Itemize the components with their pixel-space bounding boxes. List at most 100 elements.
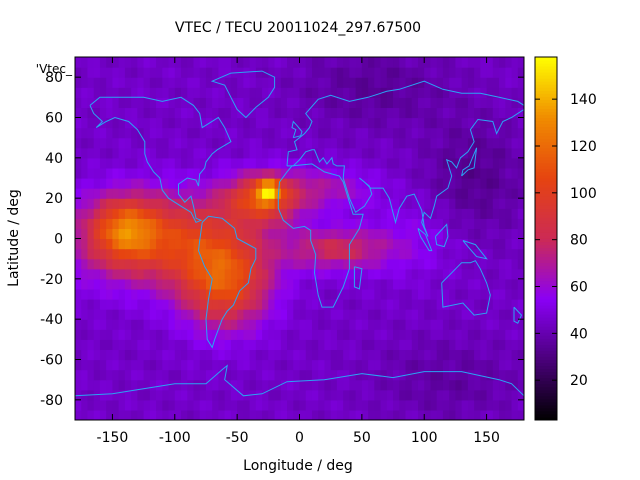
heatmap-cell [424, 319, 432, 330]
heatmap-cell [280, 147, 288, 159]
heatmap-cell [174, 359, 182, 371]
heatmap-cell [293, 379, 301, 391]
heatmap-cell [374, 319, 382, 330]
heatmap-cell [106, 278, 114, 290]
heatmap-cell [349, 87, 357, 98]
heatmap-cell [274, 157, 282, 169]
heatmap-cell [156, 288, 163, 300]
heatmap-cell [87, 97, 95, 109]
heatmap-cell [480, 389, 488, 401]
heatmap-cell [237, 319, 244, 330]
heatmap-cell [311, 278, 319, 290]
heatmap-cell [212, 319, 220, 330]
heatmap-cell [393, 349, 400, 361]
heatmap-cell [218, 238, 226, 250]
heatmap-cell [249, 67, 257, 78]
heatmap-cell [361, 238, 369, 250]
heatmap-cell [311, 218, 319, 230]
heatmap-cell [386, 218, 394, 230]
heatmap-cell [243, 339, 251, 351]
heatmap-cell [393, 198, 400, 209]
heatmap-cell [99, 248, 107, 260]
heatmap-cell [374, 339, 382, 351]
heatmap-cell [106, 127, 114, 139]
heatmap-cell [218, 309, 226, 320]
heatmap-cell [118, 319, 126, 330]
heatmap-cell [181, 97, 188, 109]
heatmap-cell [93, 147, 101, 159]
heatmap-cell [162, 77, 170, 88]
heatmap-cell [218, 137, 226, 149]
colorbar-segment [535, 256, 557, 261]
heatmap-cell [318, 97, 326, 109]
heatmap-cell [474, 228, 481, 240]
heatmap-cell [199, 228, 207, 240]
coastline-borneo [434, 223, 449, 248]
heatmap-cell [187, 299, 195, 310]
heatmap-cell [162, 127, 170, 139]
heatmap-cell [249, 329, 257, 340]
heatmap-cell [249, 167, 257, 179]
heatmap-cell [187, 379, 195, 391]
heatmap-cell [249, 268, 257, 280]
heatmap-cell [424, 299, 432, 310]
heatmap-cell [486, 329, 494, 340]
heatmap-cell [230, 157, 238, 169]
heatmap-cell [118, 389, 126, 401]
heatmap-cell [99, 147, 107, 159]
heatmap-cell [499, 87, 506, 98]
heatmap-cell [99, 107, 107, 119]
heatmap-cell [149, 409, 157, 420]
heatmap-cell [511, 288, 519, 300]
heatmap-cell [162, 228, 170, 240]
heatmap-cell [174, 117, 182, 129]
heatmap-cell [237, 278, 244, 290]
heatmap-cell [174, 147, 182, 159]
heatmap-cell [143, 218, 151, 230]
heatmap-cell [87, 288, 95, 300]
heatmap-cell [255, 288, 263, 300]
heatmap-cell [124, 178, 132, 189]
heatmap-cell [417, 107, 425, 119]
heatmap-cell [87, 157, 95, 169]
heatmap-cell [118, 157, 126, 169]
heatmap-cell [393, 137, 400, 149]
heatmap-cell [112, 107, 120, 119]
heatmap-cell [124, 188, 132, 199]
heatmap-cell [368, 167, 375, 179]
heatmap-cell [237, 157, 244, 169]
heatmap-cell [168, 349, 176, 361]
heatmap-cell [299, 157, 307, 169]
heatmap-cell [143, 379, 151, 391]
heatmap-cell [156, 167, 163, 179]
colorbar-segment [535, 147, 557, 152]
colorbar-segment [535, 87, 557, 91]
heatmap-cell [81, 248, 89, 260]
heatmap-cell [374, 238, 382, 250]
heatmap-cell [449, 309, 457, 320]
heatmap-cell [417, 97, 425, 109]
heatmap-cell [199, 369, 207, 381]
heatmap-cell [411, 389, 419, 401]
heatmap-cell [81, 278, 89, 290]
heatmap-cell [280, 389, 288, 401]
heatmap-cell [343, 228, 350, 240]
heatmap-cell [361, 278, 369, 290]
heatmap-cell [436, 238, 444, 250]
heatmap-cell [486, 299, 494, 310]
heatmap-cell [393, 87, 400, 98]
heatmap-cell [106, 77, 114, 88]
heatmap-cell [411, 379, 419, 391]
heatmap-cell [137, 137, 145, 149]
heatmap-cell [305, 389, 313, 401]
heatmap-cell [205, 77, 213, 88]
heatmap-cell [262, 309, 269, 320]
heatmap-cell [517, 107, 524, 119]
heatmap-cell [405, 258, 413, 270]
heatmap-cell [137, 77, 145, 88]
heatmap-cell [424, 218, 432, 230]
heatmap-cell [442, 299, 450, 310]
heatmap-cell [174, 57, 182, 68]
heatmap-cell [374, 167, 382, 179]
heatmap-cell [162, 349, 170, 361]
